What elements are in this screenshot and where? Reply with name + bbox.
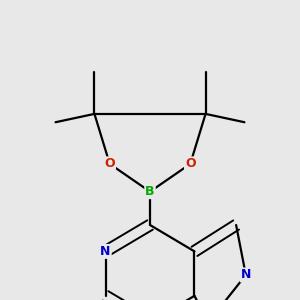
Text: O: O [104, 158, 115, 170]
Text: O: O [185, 158, 196, 170]
Text: B: B [145, 185, 155, 198]
Text: N: N [241, 268, 251, 281]
Text: N: N [100, 245, 111, 258]
